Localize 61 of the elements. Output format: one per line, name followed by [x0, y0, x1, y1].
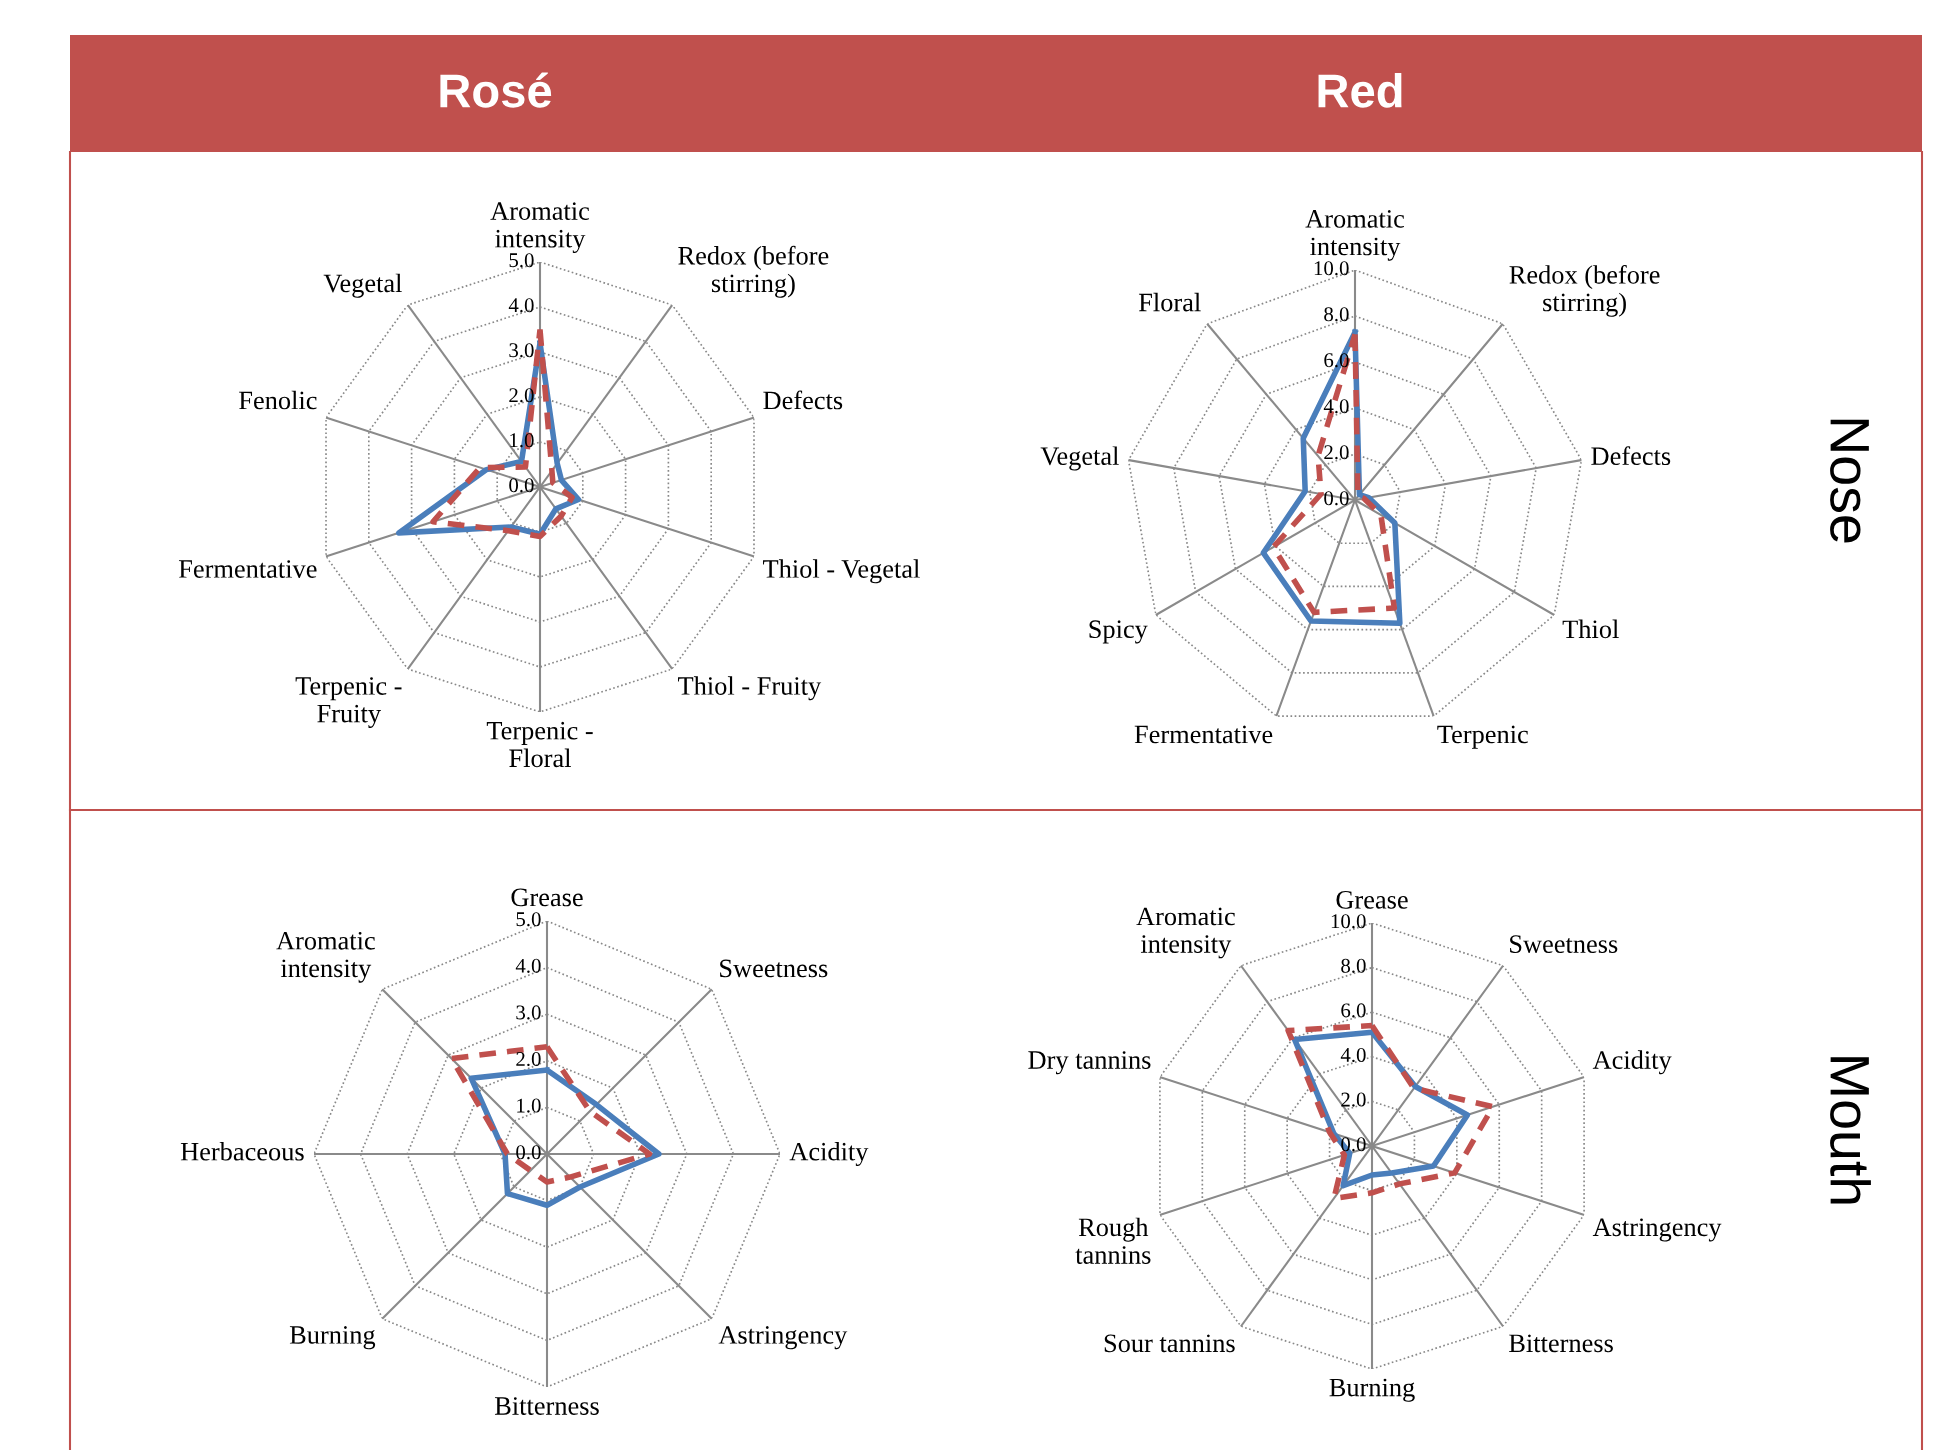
spoke-label: Astringency — [1592, 1218, 1722, 1242]
spoke-label: Thiol — [1562, 619, 1619, 639]
spoke-label: Terpenic - Fruity — [295, 677, 402, 728]
spoke-label: Herbaceous — [180, 1142, 304, 1161]
spoke-label: Sweetness — [1510, 935, 1618, 954]
spoke-label: Grease — [511, 888, 583, 907]
y-tick-label: 8.0 — [1341, 958, 1366, 973]
spoke-label: Acidity — [1592, 1050, 1672, 1075]
y-tick-label: 3.0 — [516, 1005, 541, 1020]
y-tick-label: 10.0 — [1331, 914, 1366, 929]
y-tick-label: 3.0 — [509, 343, 534, 358]
spoke-label: Vegetal — [1040, 446, 1119, 471]
spoke-label: Defects — [1591, 446, 1671, 466]
y-tick-label: 0.0 — [516, 1145, 541, 1160]
y-tick-label: 2.0 — [516, 1051, 541, 1067]
spoke-label: Terpenic - Floral — [486, 721, 593, 768]
y-tick-label: 2.0 — [1341, 1092, 1366, 1107]
spoke-label: Aromatic intensity — [1305, 210, 1405, 261]
spoke-label: Fenolic — [239, 390, 317, 410]
spoke-label: Spicy — [1089, 620, 1148, 644]
spoke-label: Thiol - Vegetal — [763, 559, 920, 584]
y-tick-label: 1.0 — [517, 1098, 541, 1113]
y-tick-label: 4.0 — [508, 298, 534, 313]
y-tick-label: 4.0 — [515, 958, 541, 973]
spoke-label: Thiol - Fruity — [678, 676, 822, 701]
spoke-label: Redox (before stirring) — [1509, 264, 1660, 317]
spoke-label: Fermentative — [178, 560, 317, 578]
spoke-label: Sour tannins — [1104, 1334, 1235, 1353]
y-tick-label: 0.0 — [1324, 491, 1349, 506]
spoke-label: Dry tannins — [1028, 1051, 1151, 1075]
spoke-label: Floral — [1138, 292, 1201, 312]
y-tick-label: 5.0 — [516, 912, 541, 927]
spoke-label: Aromatic intensity — [490, 202, 590, 253]
y-tick-label: 8.0 — [1324, 307, 1349, 322]
spoke-label: Fermentative — [1134, 725, 1273, 744]
spoke-label: Aromatic intensity — [276, 931, 375, 983]
y-tick-label: 0.0 — [509, 478, 534, 493]
y-tick-label: 10.0 — [1314, 261, 1349, 276]
spoke-label: Burning — [289, 1326, 376, 1350]
spoke-label: Vegetal — [323, 273, 402, 298]
spoke-label: Acidity — [789, 1142, 869, 1166]
y-tick-label: 4.0 — [1340, 1047, 1366, 1063]
spoke-label: Bitterness — [1509, 1334, 1613, 1353]
y-tick-label: 6.0 — [1341, 1003, 1366, 1018]
spoke-label: Defects — [763, 390, 843, 410]
spoke-label: Burning — [1329, 1378, 1415, 1402]
spoke-label: Astringency — [718, 1326, 848, 1350]
spoke-label: Sweetness — [720, 959, 828, 978]
spoke-label: Aromatic intensity — [1136, 907, 1235, 959]
spoke-label: Bitterness — [494, 1397, 599, 1415]
spoke-label: Redox (before stirring) — [678, 245, 829, 298]
text: Mouth — [1830, 1057, 1871, 1204]
spoke-label: Grease — [1336, 890, 1408, 909]
y-tick-label: 4.0 — [1323, 399, 1349, 414]
spoke-label: Rough tannins — [1075, 1217, 1151, 1264]
chart-title: Rosé — [440, 72, 552, 108]
spoke-label: Terpenic — [1437, 725, 1528, 749]
y-tick-label: 2.0 — [1324, 445, 1349, 460]
y-tick-label: 5.0 — [509, 253, 534, 268]
chart-title: Red — [1318, 72, 1402, 108]
text: Nose — [1830, 419, 1869, 543]
